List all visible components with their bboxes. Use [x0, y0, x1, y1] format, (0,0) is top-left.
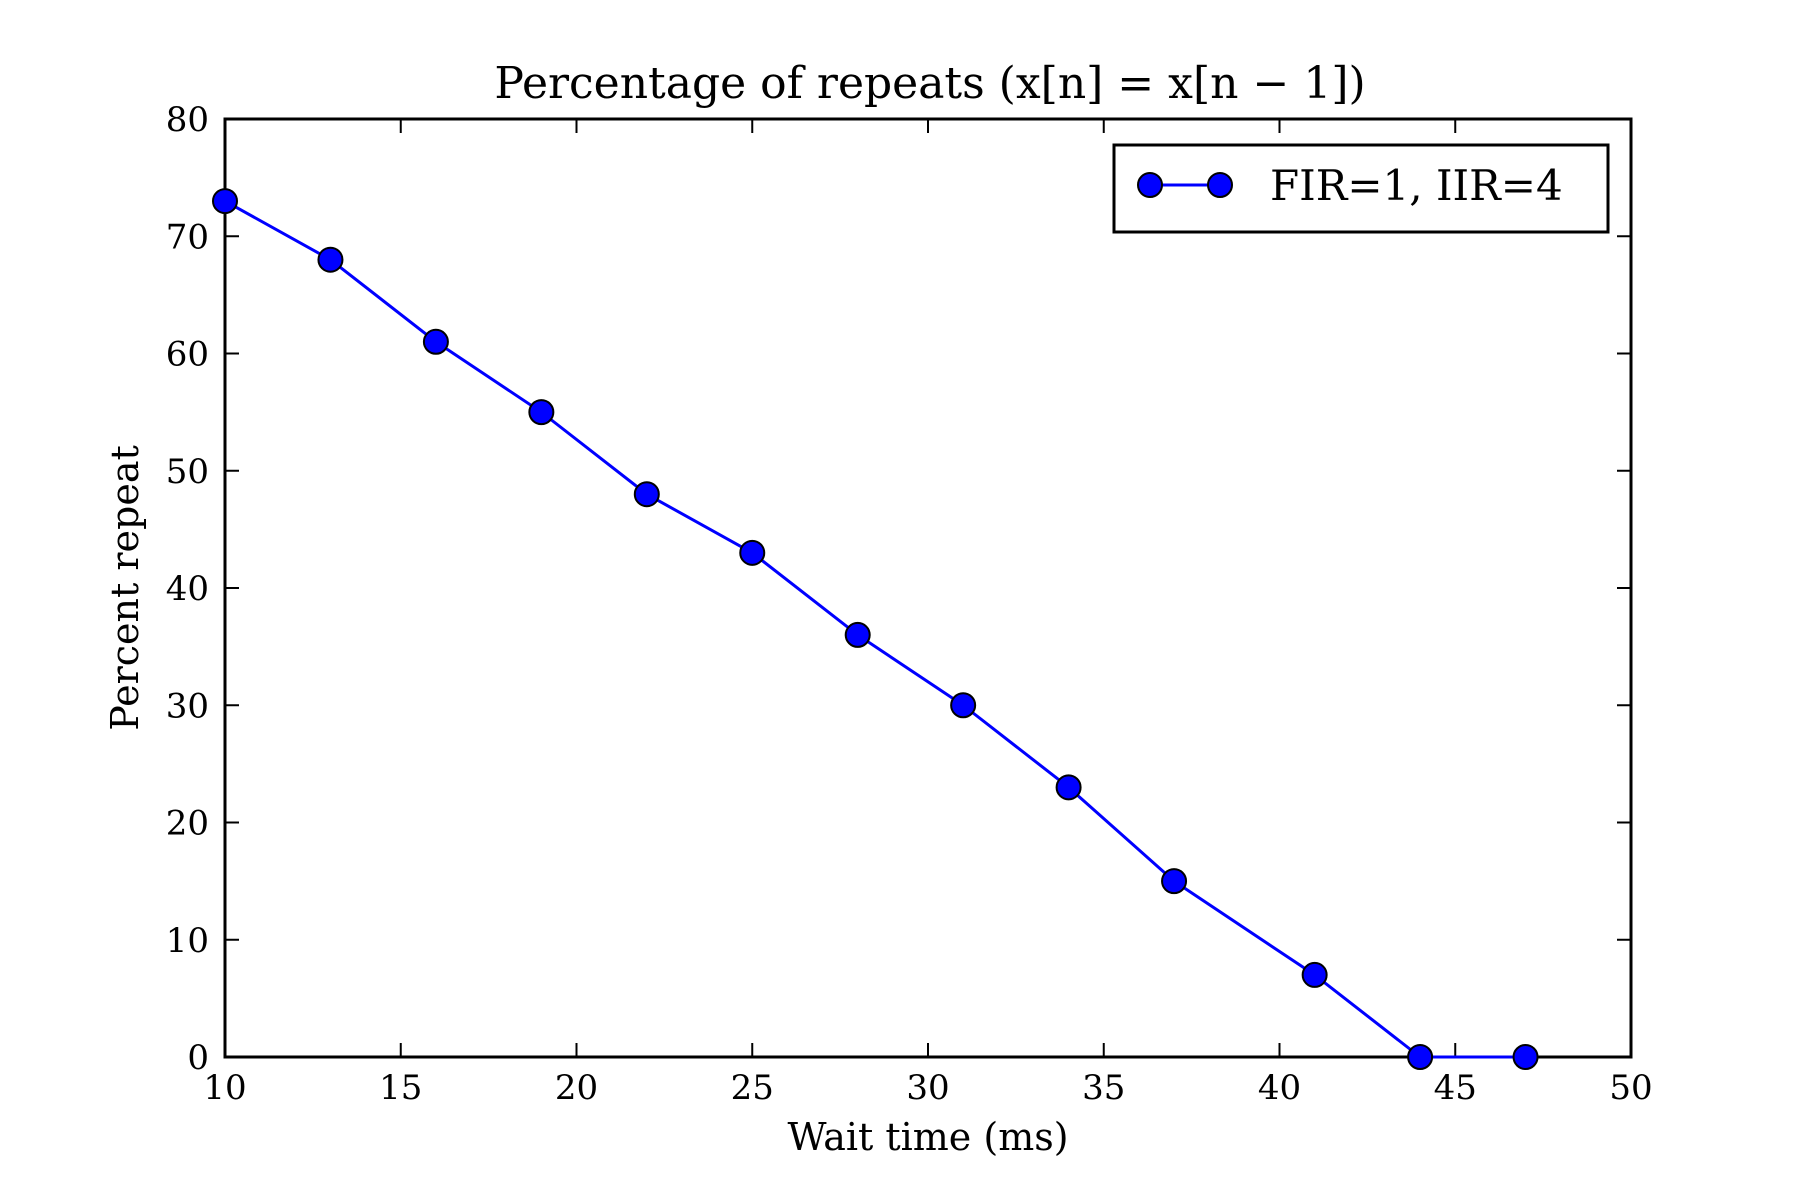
y-tick-label-70: 70: [166, 217, 209, 257]
x-tick-label-20: 20: [555, 1068, 598, 1108]
data-point-0-7: [950, 692, 977, 719]
y-tick-label-40: 40: [166, 569, 209, 609]
x-tick-label-45: 45: [1434, 1068, 1477, 1108]
legend-marker-right: [1207, 172, 1233, 198]
x-tick-label-10: 10: [203, 1068, 246, 1108]
data-point-0-10: [1301, 961, 1328, 988]
x-axis-ticks: 10 15 20 25 30 35 40 45 50: [203, 119, 1653, 1108]
data-point-0-8: [1055, 774, 1082, 801]
y-tick-label-50: 50: [166, 452, 209, 492]
x-axis-label: Wait time (ms): [787, 1115, 1068, 1159]
data-point-0-0: [212, 188, 238, 215]
x-tick-label-50: 50: [1609, 1068, 1652, 1108]
data-point-0-6: [844, 621, 871, 648]
y-axis-label: Percent repeat: [103, 445, 147, 731]
x-tick-label-30: 30: [906, 1068, 949, 1108]
data-point-0-4: [633, 481, 660, 508]
y-tick-label-80: 80: [166, 100, 209, 140]
y-tick-label-10: 10: [166, 921, 209, 961]
data-point-0-9: [1161, 868, 1188, 895]
data-point-0-3: [528, 399, 555, 426]
x-tick-label-35: 35: [1082, 1068, 1125, 1108]
y-tick-label-20: 20: [166, 804, 209, 844]
series-layer: [212, 188, 1539, 1070]
data-point-0-12: [1512, 1044, 1539, 1070]
data-point-0-11: [1407, 1044, 1434, 1070]
legend-series-label: FIR=1, IIR=4: [1270, 161, 1563, 210]
x-tick-label-40: 40: [1258, 1068, 1301, 1108]
x-tick-label-15: 15: [379, 1068, 422, 1108]
y-tick-label-60: 60: [166, 335, 209, 375]
plot-area: [223, 117, 1633, 1059]
legend-marker-left: [1137, 172, 1163, 198]
data-point-0-1: [317, 246, 344, 273]
legend: FIR=1, IIR=4: [1112, 143, 1610, 234]
y-tick-label-0: 0: [187, 1038, 209, 1078]
plot-frame: [223, 117, 1633, 1059]
data-point-0-2: [422, 328, 449, 355]
y-axis-ticks: 0 10 20 30 40 50 60 70 80: [166, 100, 1631, 1078]
x-tick-label-25: 25: [731, 1068, 774, 1108]
y-tick-label-30: 30: [166, 686, 209, 726]
chart-title: Percentage of repeats (x[n] = x[n − 1]): [494, 58, 1365, 109]
data-point-0-5: [739, 539, 766, 566]
legend-box: [1112, 143, 1610, 234]
